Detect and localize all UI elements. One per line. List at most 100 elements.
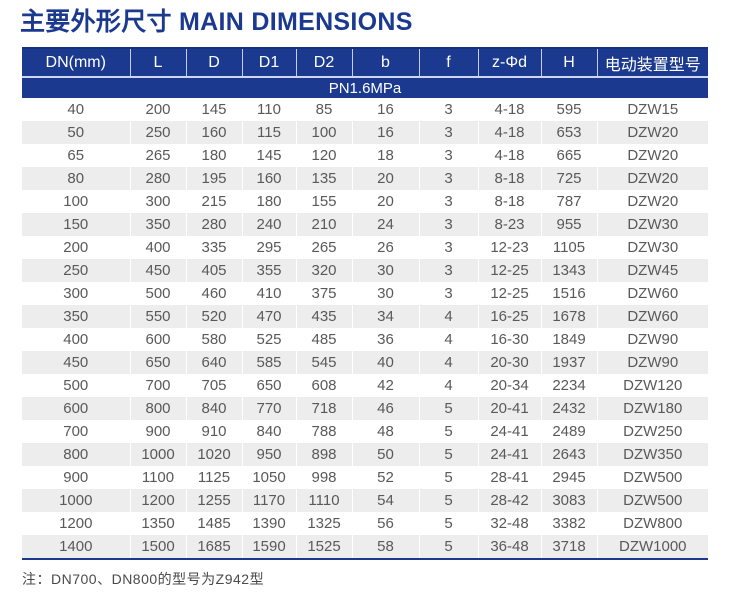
table-cell: 240	[242, 213, 297, 236]
table-cell: 650	[130, 351, 187, 374]
table-cell: 998	[296, 466, 353, 489]
table-cell: 3	[419, 167, 479, 190]
table-cell: 12-25	[478, 282, 542, 305]
table-cell: 2432	[541, 397, 598, 420]
table-cell: DZW60	[627, 285, 679, 302]
table-cell: 24	[352, 213, 420, 236]
table-cell: DZW20	[627, 170, 679, 187]
table-cell: 3	[419, 190, 479, 213]
table-row: 1400 1500 1685 1590 1525 58 5 36-48 3718 DZW1000	[22, 535, 708, 559]
table-cell: 335	[186, 236, 243, 259]
table-cell: 1685	[186, 535, 243, 559]
pressure-band-label: PN1.6MPa	[22, 77, 708, 98]
table-cell: 1937	[541, 351, 598, 374]
table-cell: 4	[419, 351, 479, 374]
table-cell: 28-41	[478, 466, 542, 489]
table-cell: 840	[242, 420, 297, 443]
column-header: z-Φd	[478, 48, 542, 78]
table-cell: 1200	[130, 489, 187, 512]
table-row: 500 700 705 650 608 42 4 20-34 2234 DZW120	[22, 374, 708, 397]
table-cell: 120	[296, 144, 353, 167]
table-cell: DZW90	[627, 354, 679, 371]
table-cell: 4	[419, 328, 479, 351]
table-row: 600 800 840 770 718 46 5 20-41 2432 DZW180	[22, 397, 708, 420]
table-cell: 20-30	[478, 351, 542, 374]
table-cell: 24-41	[478, 420, 542, 443]
table-row: 65 265 180 145 120 18 3 4-18 665 DZW20	[22, 144, 708, 167]
table-cell: 500	[22, 374, 131, 397]
table-cell: 8-18	[478, 190, 542, 213]
table-cell: 400	[22, 328, 131, 351]
table-cell: 1590	[242, 535, 297, 559]
table-cell: 5	[419, 443, 479, 466]
table-cell: 3083	[541, 489, 598, 512]
table-cell: 40	[22, 98, 131, 121]
table-cell: 20-41	[478, 397, 542, 420]
table-cell: 1020	[186, 443, 243, 466]
table-cell: 16	[352, 98, 420, 121]
table-cell: 16-25	[478, 305, 542, 328]
table-cell: 36-48	[478, 535, 542, 559]
pressure-row: PN1.6MPa	[22, 77, 708, 98]
table-cell: 30	[352, 259, 420, 282]
table-cell: 18	[352, 144, 420, 167]
table-header: DN(mm) L D D1 D2 b f z-Φd H 电动装置型号 PN1.6MPa	[22, 48, 708, 98]
table-cell: 5	[419, 466, 479, 489]
table-cell: 1125	[186, 466, 243, 489]
table-cell: 280	[130, 167, 187, 190]
table-cell: 3382	[541, 512, 598, 535]
table-cell: DZW60	[627, 308, 679, 325]
table-cell: 30	[352, 282, 420, 305]
table-cell: 3	[419, 236, 479, 259]
table-row: 300 500 460 410 375 30 3 12-25 1516 DZW60	[22, 282, 708, 305]
table-cell: 450	[130, 259, 187, 282]
table-cell: 295	[242, 236, 297, 259]
table-cell: 410	[242, 282, 297, 305]
table-cell: 300	[130, 190, 187, 213]
table-cell: 65	[22, 144, 131, 167]
table-cell: 1050	[242, 466, 297, 489]
table-cell: 3	[419, 144, 479, 167]
footnote: 注：DN700、DN800的型号为Z942型	[22, 571, 265, 587]
table-cell: 20-34	[478, 374, 542, 397]
column-header: f	[419, 48, 479, 78]
table-cell: 450	[22, 351, 131, 374]
table-cell: 20	[352, 190, 420, 213]
table-row: 900 1100 1125 1050 998 52 5 28-41 2945 DZW500	[22, 466, 708, 489]
table-cell: 110	[242, 98, 297, 121]
table-cell: 470	[242, 305, 297, 328]
column-header: H	[541, 48, 598, 78]
table-cell: 8-23	[478, 213, 542, 236]
table-cell: 200	[130, 98, 187, 121]
table-row: 40 200 145 110 85 16 3 4-18 595 DZW15	[22, 98, 708, 121]
table-cell: DZW180	[623, 400, 683, 417]
table-cell: 608	[296, 374, 353, 397]
table-cell: DZW120	[623, 377, 683, 394]
table-cell: 56	[352, 512, 420, 535]
table-cell: 250	[22, 259, 131, 282]
table-cell: 115	[242, 121, 297, 144]
table-cell: 16-30	[478, 328, 542, 351]
table-cell: 1325	[296, 512, 353, 535]
table-cell: 1516	[541, 282, 598, 305]
table-cell: 550	[130, 305, 187, 328]
table-cell: 1350	[130, 512, 187, 535]
table-row: 50 250 160 115 100 16 3 4-18 653 DZW20	[22, 121, 708, 144]
table-cell: 265	[296, 236, 353, 259]
table-cell: 525	[242, 328, 297, 351]
table-cell: 54	[352, 489, 420, 512]
table-cell: 898	[296, 443, 353, 466]
table-cell: 1485	[186, 512, 243, 535]
table-cell: 900	[130, 420, 187, 443]
table-cell: 3	[419, 121, 479, 144]
table-cell: 1100	[130, 466, 187, 489]
table-cell: DZW500	[623, 492, 683, 509]
table-cell: 718	[296, 397, 353, 420]
page-title: 主要外形尺寸 MAIN DIMENSIONS	[20, 8, 413, 36]
table-cell: 280	[186, 213, 243, 236]
table-cell: DZW30	[627, 216, 679, 233]
table-cell: 585	[242, 351, 297, 374]
table-cell: 485	[296, 328, 353, 351]
table-cell: 20	[352, 167, 420, 190]
table-cell: 900	[22, 466, 131, 489]
